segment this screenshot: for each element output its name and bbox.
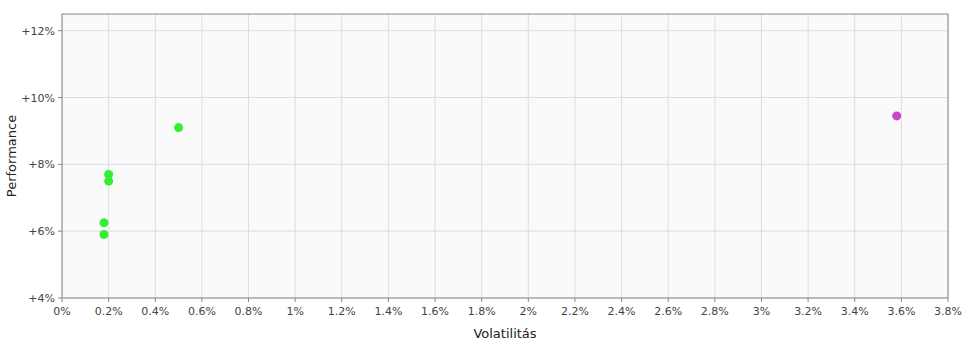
x-tick bbox=[155, 298, 156, 302]
point bbox=[892, 111, 901, 120]
x-tick bbox=[528, 298, 529, 302]
plot-frame bbox=[62, 14, 948, 298]
tick-labels: 0% 0.2% 0.4% 0.6% 0.8% 1% 1.2% 1.4% 1.6% 1.8% 2% 2.… bbox=[21, 25, 962, 318]
x-tick-label: 3.8% bbox=[934, 305, 962, 318]
x-grid-line bbox=[761, 14, 762, 298]
x-tick-label: 1.4% bbox=[374, 305, 402, 318]
y-axis-label: Performance bbox=[4, 115, 19, 197]
x-tick bbox=[854, 298, 855, 302]
x-grid-line bbox=[341, 14, 342, 298]
x-grid-line bbox=[854, 14, 855, 298]
x-axis-label: Volatilitás bbox=[473, 326, 536, 341]
x-tick-label: 1% bbox=[286, 305, 303, 318]
x-grid-line bbox=[714, 14, 715, 298]
x-tick bbox=[668, 298, 669, 302]
y-tick-label: +12% bbox=[21, 25, 55, 38]
y-tick bbox=[58, 298, 62, 299]
x-tick bbox=[808, 298, 809, 302]
x-tick bbox=[948, 298, 949, 302]
x-tick-label: 0.8% bbox=[235, 305, 263, 318]
x-tick-label: 0.2% bbox=[95, 305, 123, 318]
x-tick-label: 1.2% bbox=[328, 305, 356, 318]
x-tick-label: 2.8% bbox=[701, 305, 729, 318]
x-tick bbox=[481, 298, 482, 302]
x-tick bbox=[714, 298, 715, 302]
x-tick-label: 2% bbox=[520, 305, 537, 318]
x-grid-line bbox=[435, 14, 436, 298]
y-tick bbox=[58, 97, 62, 98]
y-tick bbox=[58, 231, 62, 232]
y-grid-line bbox=[62, 231, 948, 232]
x-tick bbox=[388, 298, 389, 302]
x-grid-line bbox=[388, 14, 389, 298]
series bbox=[892, 111, 901, 120]
point bbox=[99, 218, 108, 227]
x-grid-line bbox=[528, 14, 529, 298]
x-tick bbox=[435, 298, 436, 302]
x-tick-label: 3.4% bbox=[841, 305, 869, 318]
grid bbox=[62, 14, 948, 298]
page: {"chart_data": {"type": "scatter", "xlab… bbox=[0, 0, 966, 350]
y-tick-label: +8% bbox=[28, 158, 55, 171]
x-tick-label: 3% bbox=[753, 305, 770, 318]
x-grid-line bbox=[574, 14, 575, 298]
y-tick-label: +6% bbox=[28, 225, 55, 238]
y-tick bbox=[58, 164, 62, 165]
point bbox=[99, 230, 108, 239]
chart-svg: 0% 0.2% 0.4% 0.6% 0.8% 1% 1.2% 1.4% 1.6% 1.8% 2% 2.… bbox=[0, 0, 966, 350]
y-grid-line bbox=[62, 30, 948, 31]
x-tick bbox=[341, 298, 342, 302]
x-tick-label: 1.6% bbox=[421, 305, 449, 318]
x-tick-label: 0.4% bbox=[141, 305, 169, 318]
x-tick bbox=[201, 298, 202, 302]
x-tick bbox=[761, 298, 762, 302]
x-tick bbox=[574, 298, 575, 302]
x-grid-line bbox=[155, 14, 156, 298]
x-grid-line bbox=[901, 14, 902, 298]
x-tick-label: 2.6% bbox=[654, 305, 682, 318]
x-tick bbox=[108, 298, 109, 302]
x-tick-label: 3.6% bbox=[887, 305, 915, 318]
x-tick bbox=[621, 298, 622, 302]
point bbox=[174, 123, 183, 132]
x-tick-label: 0.6% bbox=[188, 305, 216, 318]
x-grid-line bbox=[108, 14, 109, 298]
x-tick bbox=[248, 298, 249, 302]
x-grid-line bbox=[295, 14, 296, 298]
series bbox=[99, 123, 183, 239]
plot-background bbox=[62, 14, 948, 298]
x-grid-line bbox=[808, 14, 809, 298]
x-tick bbox=[901, 298, 902, 302]
x-grid-line bbox=[248, 14, 249, 298]
x-tick-label: 3.2% bbox=[794, 305, 822, 318]
y-tick-label: +10% bbox=[21, 92, 55, 105]
x-grid-line bbox=[621, 14, 622, 298]
x-grid-line bbox=[201, 14, 202, 298]
point bbox=[104, 177, 113, 186]
y-tick bbox=[58, 30, 62, 31]
chart-container: 0% 0.2% 0.4% 0.6% 0.8% 1% 1.2% 1.4% 1.6% 1.8% 2% 2.… bbox=[0, 0, 966, 350]
x-tick bbox=[295, 298, 296, 302]
points bbox=[99, 111, 901, 239]
y-grid-line bbox=[62, 97, 948, 98]
x-tick-label: 2.2% bbox=[561, 305, 589, 318]
x-tick-label: 2.4% bbox=[608, 305, 636, 318]
y-grid-line bbox=[62, 164, 948, 165]
x-grid-line bbox=[481, 14, 482, 298]
x-grid-line bbox=[668, 14, 669, 298]
x-tick-label: 1.8% bbox=[468, 305, 496, 318]
x-tick bbox=[62, 298, 63, 302]
x-tick-label: 0% bbox=[53, 305, 70, 318]
y-tick-label: +4% bbox=[28, 292, 55, 305]
